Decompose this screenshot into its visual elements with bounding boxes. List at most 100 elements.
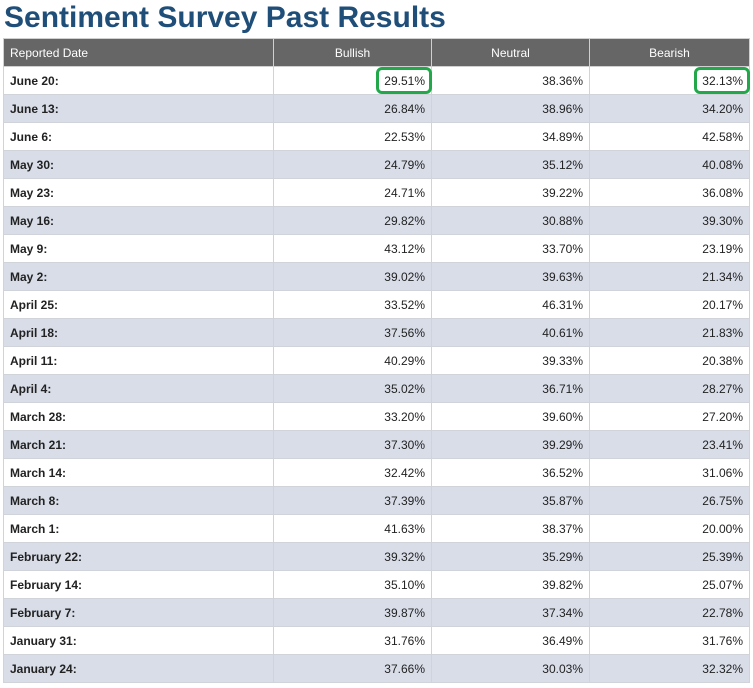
table-row: April 18: 37.56% 40.61% 21.83% bbox=[3, 318, 750, 347]
reported-date-cell: February 22: bbox=[3, 542, 274, 571]
column-header-reported-date: Reported Date bbox=[3, 38, 274, 67]
reported-date-cell: May 23: bbox=[3, 178, 274, 207]
bearish-cell: 40.08% bbox=[589, 150, 750, 179]
bearish-cell: 26.75% bbox=[589, 486, 750, 515]
table-row: February 22: 39.32% 35.29% 25.39% bbox=[3, 542, 750, 571]
bullish-cell: 40.29% bbox=[273, 346, 432, 375]
bearish-cell: 27.20% bbox=[589, 402, 750, 431]
bearish-cell: 23.41% bbox=[589, 430, 750, 459]
table-row: February 14: 35.10% 39.82% 25.07% bbox=[3, 570, 750, 599]
bearish-cell: 32.32% bbox=[589, 654, 750, 683]
neutral-cell: 39.22% bbox=[431, 178, 590, 207]
table-row: May 9: 43.12% 33.70% 23.19% bbox=[3, 234, 750, 263]
reported-date-cell: January 24: bbox=[3, 654, 274, 683]
bearish-cell: 21.83% bbox=[589, 318, 750, 347]
bullish-cell: 29.51% bbox=[273, 66, 432, 95]
neutral-cell: 35.29% bbox=[431, 542, 590, 571]
neutral-cell: 30.03% bbox=[431, 654, 590, 683]
reported-date-cell: March 8: bbox=[3, 486, 274, 515]
bearish-cell: 25.07% bbox=[589, 570, 750, 599]
bearish-cell: 20.00% bbox=[589, 514, 750, 543]
table-row: March 8: 37.39% 35.87% 26.75% bbox=[3, 486, 750, 515]
neutral-cell: 33.70% bbox=[431, 234, 590, 263]
bearish-cell: 23.19% bbox=[589, 234, 750, 263]
sentiment-results-table: Reported Date Bullish Neutral Bearish Ju… bbox=[3, 38, 750, 683]
bearish-cell: 42.58% bbox=[589, 122, 750, 151]
reported-date-cell: March 1: bbox=[3, 514, 274, 543]
bearish-cell: 31.76% bbox=[589, 626, 750, 655]
bearish-cell: 21.34% bbox=[589, 262, 750, 291]
reported-date-cell: March 28: bbox=[3, 402, 274, 431]
table-row: February 7: 39.87% 37.34% 22.78% bbox=[3, 598, 750, 627]
bullish-cell: 37.39% bbox=[273, 486, 432, 515]
table-row: May 2: 39.02% 39.63% 21.34% bbox=[3, 262, 750, 291]
neutral-cell: 39.29% bbox=[431, 430, 590, 459]
neutral-cell: 38.96% bbox=[431, 94, 590, 123]
bullish-value: 29.51% bbox=[384, 73, 425, 88]
neutral-cell: 35.12% bbox=[431, 150, 590, 179]
bullish-cell: 37.56% bbox=[273, 318, 432, 347]
reported-date-cell: May 16: bbox=[3, 206, 274, 235]
bearish-cell: 20.38% bbox=[589, 346, 750, 375]
bullish-cell: 37.66% bbox=[273, 654, 432, 683]
bullish-cell: 33.52% bbox=[273, 290, 432, 319]
column-header-neutral: Neutral bbox=[431, 38, 590, 67]
table-row: April 25: 33.52% 46.31% 20.17% bbox=[3, 290, 750, 319]
bullish-cell: 37.30% bbox=[273, 430, 432, 459]
table-row: May 30: 24.79% 35.12% 40.08% bbox=[3, 150, 750, 179]
bullish-cell: 29.82% bbox=[273, 206, 432, 235]
table-row: April 11: 40.29% 39.33% 20.38% bbox=[3, 346, 750, 375]
bearish-value-highlighted: 32.13% bbox=[694, 66, 750, 94]
bullish-cell: 24.79% bbox=[273, 150, 432, 179]
table-row: January 24: 37.66% 30.03% 32.32% bbox=[3, 654, 750, 683]
table-body: June 20: 29.51% 38.36% 32.13% June 13: 26.84%… bbox=[3, 66, 750, 683]
reported-date-cell: June 20: bbox=[3, 66, 274, 95]
bullish-cell: 33.20% bbox=[273, 402, 432, 431]
bullish-cell: 31.76% bbox=[273, 626, 432, 655]
bearish-cell: 28.27% bbox=[589, 374, 750, 403]
neutral-cell: 35.87% bbox=[431, 486, 590, 515]
reported-date-cell: February 7: bbox=[3, 598, 274, 627]
bearish-cell: 32.13% bbox=[589, 66, 750, 95]
neutral-cell: 39.60% bbox=[431, 402, 590, 431]
neutral-cell: 36.49% bbox=[431, 626, 590, 655]
table-row: March 28: 33.20% 39.60% 27.20% bbox=[3, 402, 750, 431]
neutral-cell: 39.63% bbox=[431, 262, 590, 291]
neutral-cell: 38.37% bbox=[431, 514, 590, 543]
neutral-cell: 36.71% bbox=[431, 374, 590, 403]
page-title: Sentiment Survey Past Results bbox=[4, 1, 446, 34]
reported-date-cell: January 31: bbox=[3, 626, 274, 655]
table-row: May 23: 24.71% 39.22% 36.08% bbox=[3, 178, 750, 207]
reported-date-cell: April 4: bbox=[3, 374, 274, 403]
bullish-cell: 35.10% bbox=[273, 570, 432, 599]
table-row: April 4: 35.02% 36.71% 28.27% bbox=[3, 374, 750, 403]
bullish-cell: 39.87% bbox=[273, 598, 432, 627]
table-row: March 14: 32.42% 36.52% 31.06% bbox=[3, 458, 750, 487]
neutral-cell: 40.61% bbox=[431, 318, 590, 347]
neutral-cell: 38.36% bbox=[431, 66, 590, 95]
table-row: March 21: 37.30% 39.29% 23.41% bbox=[3, 430, 750, 459]
neutral-cell: 36.52% bbox=[431, 458, 590, 487]
bullish-cell: 39.32% bbox=[273, 542, 432, 571]
bearish-cell: 22.78% bbox=[589, 598, 750, 627]
neutral-cell: 39.33% bbox=[431, 346, 590, 375]
neutral-cell: 37.34% bbox=[431, 598, 590, 627]
column-header-bearish: Bearish bbox=[589, 38, 750, 67]
reported-date-cell: May 2: bbox=[3, 262, 274, 291]
column-header-bullish: Bullish bbox=[273, 38, 432, 67]
table-row: June 13: 26.84% 38.96% 34.20% bbox=[3, 94, 750, 123]
reported-date-cell: June 13: bbox=[3, 94, 274, 123]
neutral-cell: 46.31% bbox=[431, 290, 590, 319]
neutral-cell: 39.82% bbox=[431, 570, 590, 599]
bearish-cell: 34.20% bbox=[589, 94, 750, 123]
bearish-value: 32.13% bbox=[702, 73, 743, 88]
bullish-cell: 24.71% bbox=[273, 178, 432, 207]
reported-date-cell: March 14: bbox=[3, 458, 274, 487]
table-header-row: Reported Date Bullish Neutral Bearish bbox=[3, 38, 750, 67]
bullish-cell: 39.02% bbox=[273, 262, 432, 291]
table-row: June 6: 22.53% 34.89% 42.58% bbox=[3, 122, 750, 151]
reported-date-cell: April 25: bbox=[3, 290, 274, 319]
table-row: May 16: 29.82% 30.88% 39.30% bbox=[3, 206, 750, 235]
reported-date-cell: February 14: bbox=[3, 570, 274, 599]
